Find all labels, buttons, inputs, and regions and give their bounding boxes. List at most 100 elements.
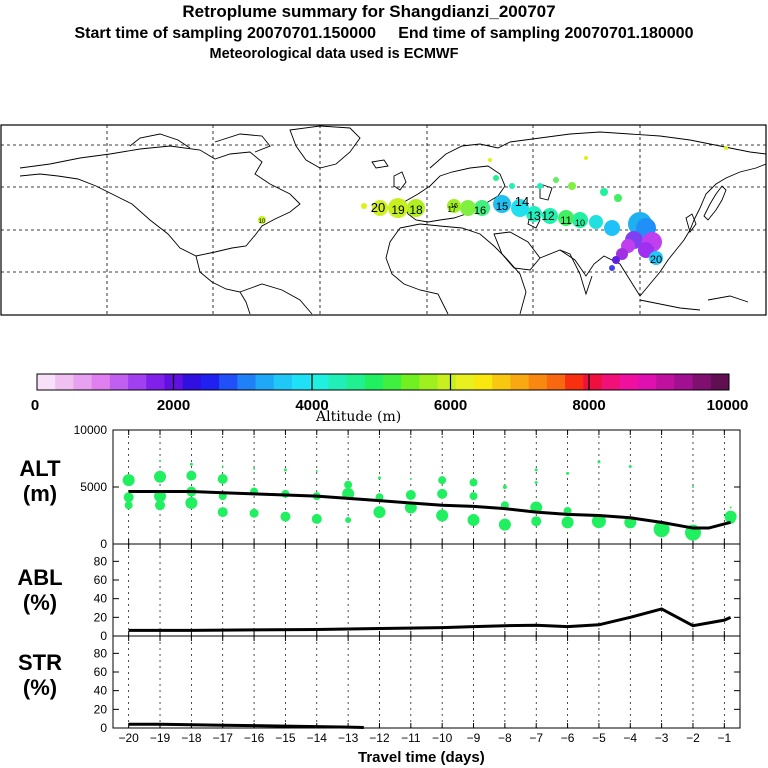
y-tick-label: 5000 <box>80 480 107 494</box>
met-data-note: Meteorological data used is ECMWF <box>209 46 459 62</box>
colorbar-cell <box>637 374 657 390</box>
plume-day-label: 12 <box>541 209 555 223</box>
alt-mean-line <box>128 490 731 530</box>
colorbar-cell <box>510 374 530 390</box>
abl-label-line2: (%) <box>22 590 58 615</box>
plume-cluster <box>600 188 608 196</box>
colorbar-tick-label: 2000 <box>157 397 190 414</box>
panel-frames: 0 5000 10000 0 20 40 60 80 0 20 40 60 80 −20 −19 −18 −17… <box>74 423 741 745</box>
y-tick-label: 20 <box>94 610 108 624</box>
plume-cluster <box>372 200 388 216</box>
x-tick-label: −5 <box>592 731 606 745</box>
alt-scatter-point <box>124 501 133 510</box>
colorbar-frame <box>36 373 730 391</box>
alt-scatter-point <box>311 513 322 524</box>
alt-scatter-point <box>154 490 167 503</box>
plume-cluster <box>612 256 620 264</box>
plume-day-label: 19 <box>391 203 405 217</box>
colorbar-cell <box>109 374 129 390</box>
colorbar-cell <box>492 374 511 390</box>
x-tick-label: −20 <box>118 731 139 745</box>
x-tick-label: −2 <box>686 731 700 745</box>
colorbar-tick-label: 0 <box>31 397 39 414</box>
x-tick-label: −9 <box>467 731 481 745</box>
alt-scatter-point <box>531 516 542 527</box>
alt-scatter-point <box>534 480 538 484</box>
plume-day-label: 11 <box>560 215 571 227</box>
colorbar-cell <box>619 374 639 390</box>
colorbar-cell <box>710 374 730 390</box>
x-tick-label: −11 <box>401 731 421 745</box>
alt-scatter-point <box>469 478 478 487</box>
colorbar-cell <box>237 374 257 390</box>
alt-scatter-point <box>122 474 135 487</box>
plume-cluster <box>511 199 529 217</box>
colorbar-tick-label: 10000 <box>707 397 749 414</box>
alt-scatter-point <box>436 509 449 522</box>
alt-scatter-point <box>154 470 167 483</box>
colorbar-ticks: 0 2000 4000 6000 8000 10000 <box>31 374 749 414</box>
y-tick-label: 60 <box>94 665 108 679</box>
plume-cluster <box>584 156 588 160</box>
colorbar-cell <box>455 374 475 390</box>
alt-scatter-point <box>189 462 193 466</box>
colorbar-cell <box>383 374 402 390</box>
alt-scatter-point <box>438 476 447 485</box>
plume-day-label: 16 <box>450 203 458 210</box>
colorbar-cell <box>419 374 439 390</box>
colorbar-cell <box>583 374 603 390</box>
alt-label-line1: ALT <box>19 456 61 481</box>
alt-scatter-point <box>409 478 412 481</box>
plume-day-label: 20 <box>650 254 662 266</box>
alt-scatter-point <box>373 506 386 519</box>
alt-scatter-point <box>437 488 448 499</box>
alt-scatter-point <box>217 507 228 518</box>
alt-scatter-point <box>534 468 538 472</box>
plume-day-label: 10 <box>259 219 266 225</box>
y-tick-label: 80 <box>94 646 108 660</box>
plume-day-label: 13 <box>527 209 541 223</box>
plume-day-label: 16 <box>474 205 486 217</box>
alt-scatter-point <box>729 506 732 509</box>
alt-scatter-point <box>467 514 480 527</box>
x-tick-label: −16 <box>244 731 265 745</box>
alt-scatter-point <box>159 459 162 462</box>
colorbar-cell <box>437 374 457 390</box>
y-tick-label: 80 <box>94 554 108 568</box>
alt-scatter-point <box>591 514 606 529</box>
plume-cluster <box>361 203 367 209</box>
plume-cluster <box>407 199 425 217</box>
x-tick-label: −3 <box>655 731 669 745</box>
alt-scatter-point <box>498 518 511 531</box>
y-tick-label: 40 <box>94 684 108 698</box>
str-line <box>128 722 364 730</box>
x-tick-label: −12 <box>369 731 390 745</box>
plume-cluster <box>388 198 408 218</box>
plume-cluster <box>638 242 654 258</box>
alt-scatter-point <box>344 480 353 489</box>
y-tick-label: 40 <box>94 592 108 606</box>
colorbar-cell <box>255 374 275 390</box>
colorbar-cell <box>692 374 712 390</box>
plume-cluster <box>553 177 559 183</box>
colorbar-cell <box>328 374 348 390</box>
alt-scatter-point <box>123 492 134 503</box>
alt-scatter-point <box>691 486 694 488</box>
y-tick-label: 20 <box>94 702 108 716</box>
colorbar-cell <box>291 374 311 390</box>
sampling-times: Start time of sampling 20070701.150000 E… <box>74 25 694 42</box>
alt-scatter-point <box>280 511 291 522</box>
abl-axis-label: ABL (%) <box>0 565 85 615</box>
str-axis-label: STR (%) <box>0 650 85 700</box>
alt-scatter-point <box>185 496 198 509</box>
alt-scatter-point <box>155 500 166 511</box>
panel-frame <box>112 543 741 637</box>
alt-scatter-point <box>315 470 318 473</box>
colorbar-cell <box>601 374 621 390</box>
plume-cluster <box>614 194 622 202</box>
alt-scatter-point <box>628 464 632 468</box>
colorbar-cell <box>546 374 566 390</box>
plume-cluster <box>537 183 543 189</box>
str-label-line1: STR <box>18 650 62 675</box>
plume-cluster <box>649 251 663 265</box>
